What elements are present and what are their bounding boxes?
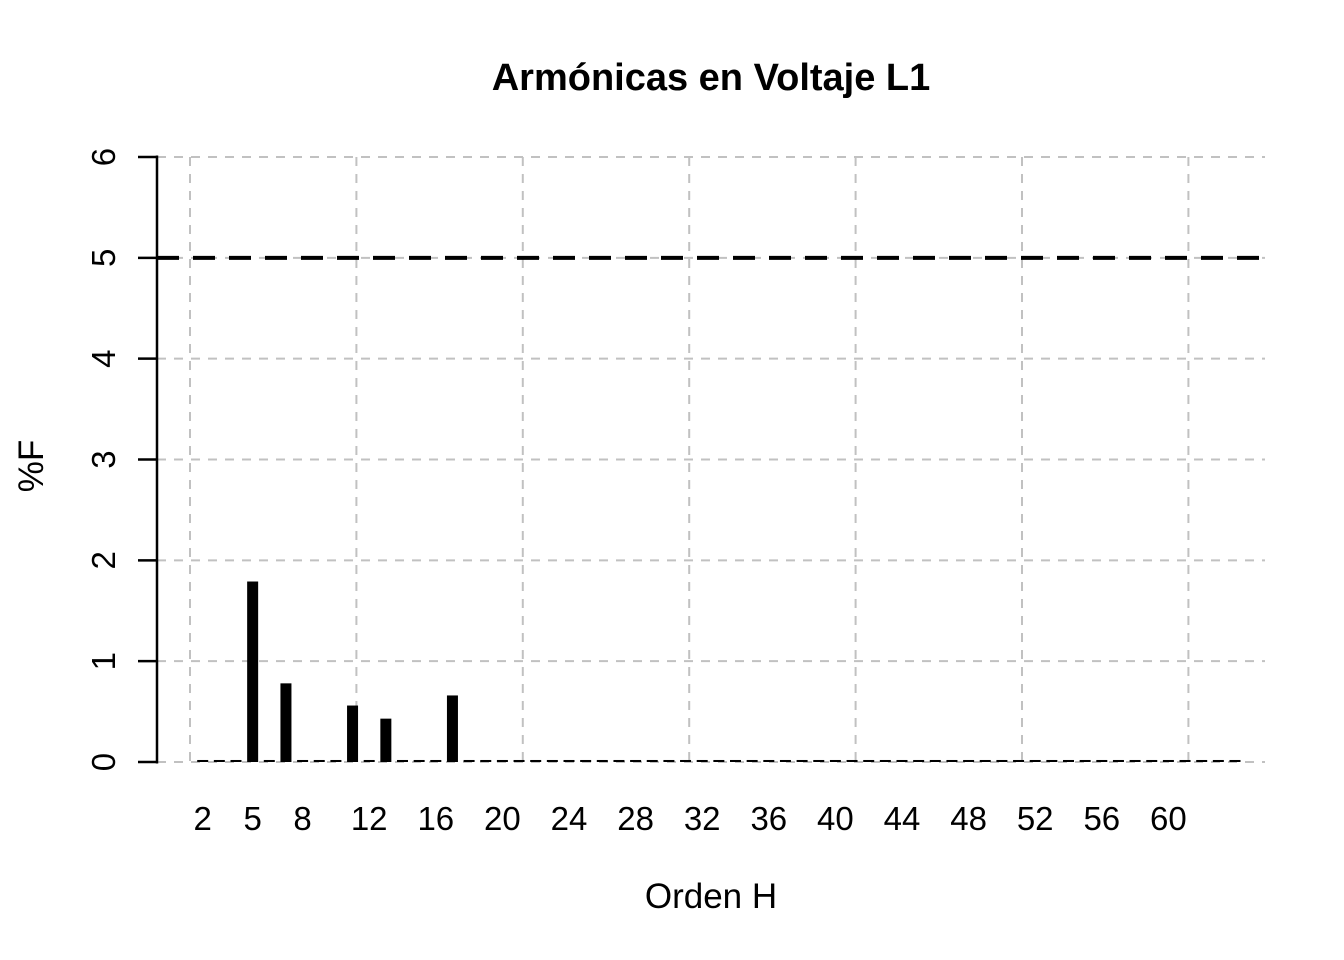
bar-order-22: [530, 759, 542, 762]
bar-order-37: [779, 759, 791, 762]
bar-order-57: [1112, 759, 1124, 762]
x-tick-label-40: 40: [817, 800, 854, 837]
bar-order-60: [1162, 759, 1174, 762]
bar-order-28: [630, 759, 642, 762]
bar-order-4: [230, 759, 242, 762]
y-tick-label-1: 1: [85, 652, 122, 670]
x-tick-label-56: 56: [1083, 800, 1120, 837]
bar-order-8: [297, 759, 309, 762]
bar-order-10: [330, 759, 342, 762]
y-tick-label-2: 2: [85, 551, 122, 569]
x-tick-label-28: 28: [617, 800, 654, 837]
bar-order-50: [996, 759, 1008, 762]
bar-order-52: [1029, 759, 1041, 762]
bar-order-44: [896, 759, 908, 762]
bar-order-54: [1063, 759, 1074, 762]
chart-title: Armónicas en Voltaje L1: [492, 57, 931, 99]
x-tick-label-32: 32: [684, 800, 721, 837]
bar-order-55: [1079, 759, 1091, 762]
bar-order-64: [1229, 759, 1241, 762]
x-tick-label-5: 5: [243, 800, 261, 837]
y-tick-label-3: 3: [85, 450, 122, 468]
bar-order-49: [979, 759, 991, 762]
bar-order-35: [746, 759, 758, 762]
bar-order-25: [580, 759, 592, 762]
bar-order-31: [680, 759, 692, 762]
x-tick-label-24: 24: [551, 800, 588, 837]
x-tick-label-36: 36: [750, 800, 787, 837]
bar-order-41: [846, 759, 858, 762]
x-tick-label-2: 2: [194, 800, 212, 837]
bar-order-39: [813, 759, 825, 762]
bar-order-33: [713, 759, 725, 762]
bar-order-17: [446, 695, 458, 762]
bar-order-21: [513, 759, 525, 762]
bar-order-40: [829, 759, 841, 762]
bar-order-2: [197, 759, 209, 762]
y-axis-title: %F: [12, 440, 51, 493]
bar-order-24: [563, 759, 575, 762]
bar-order-23: [546, 759, 558, 762]
x-tick-label-8: 8: [293, 800, 311, 837]
bar-order-51: [1013, 759, 1025, 762]
bar-order-48: [963, 759, 975, 762]
bar-order-12: [363, 759, 375, 762]
bar-order-7: [280, 683, 292, 762]
x-tick-label-20: 20: [484, 800, 521, 837]
x-tick-label-12: 12: [351, 800, 388, 837]
bar-order-43: [879, 759, 891, 762]
bar-order-6: [263, 759, 275, 762]
y-tick-label-6: 6: [85, 148, 122, 166]
bar-order-26: [596, 759, 608, 762]
bar-order-29: [646, 759, 658, 762]
bar-order-18: [463, 759, 475, 762]
bar-order-11: [347, 705, 359, 762]
bar-order-36: [763, 759, 775, 762]
bar-order-19: [480, 759, 492, 762]
bar-order-56: [1096, 759, 1108, 762]
x-tick-label-60: 60: [1150, 800, 1187, 837]
x-tick-label-48: 48: [950, 800, 987, 837]
bar-order-20: [496, 759, 508, 762]
bar-order-45: [913, 759, 925, 762]
bar-order-3: [213, 759, 225, 762]
bar-order-9: [313, 759, 325, 762]
gridline-layer: [157, 156, 1265, 763]
bar-order-16: [430, 759, 442, 762]
y-tick-label-5: 5: [85, 249, 122, 267]
bar-order-13: [380, 718, 392, 762]
x-tick-label-16: 16: [417, 800, 454, 837]
bar-order-42: [863, 759, 875, 762]
x-tick-label-52: 52: [1017, 800, 1054, 837]
bar-order-30: [663, 759, 675, 762]
bar-order-5: [247, 581, 259, 762]
bar-order-47: [946, 759, 958, 762]
bar-order-27: [613, 759, 625, 762]
x-tick-label-44: 44: [884, 800, 921, 837]
bar-order-59: [1146, 759, 1158, 762]
bar-order-61: [1179, 759, 1191, 762]
y-tick-label-0: 0: [85, 753, 122, 771]
bar-order-46: [929, 759, 941, 762]
bars-layer: [197, 581, 1241, 762]
bar-order-62: [1196, 759, 1208, 762]
bar-order-63: [1212, 759, 1224, 762]
bar-order-32: [696, 759, 708, 762]
bar-order-14: [397, 759, 408, 762]
bar-order-34: [730, 759, 741, 762]
bar-order-58: [1129, 759, 1141, 762]
y-tick-label-4: 4: [85, 349, 122, 367]
bar-order-53: [1046, 759, 1058, 762]
bar-order-38: [796, 759, 808, 762]
bar-order-15: [413, 759, 425, 762]
x-axis-title: Orden H: [645, 877, 777, 916]
